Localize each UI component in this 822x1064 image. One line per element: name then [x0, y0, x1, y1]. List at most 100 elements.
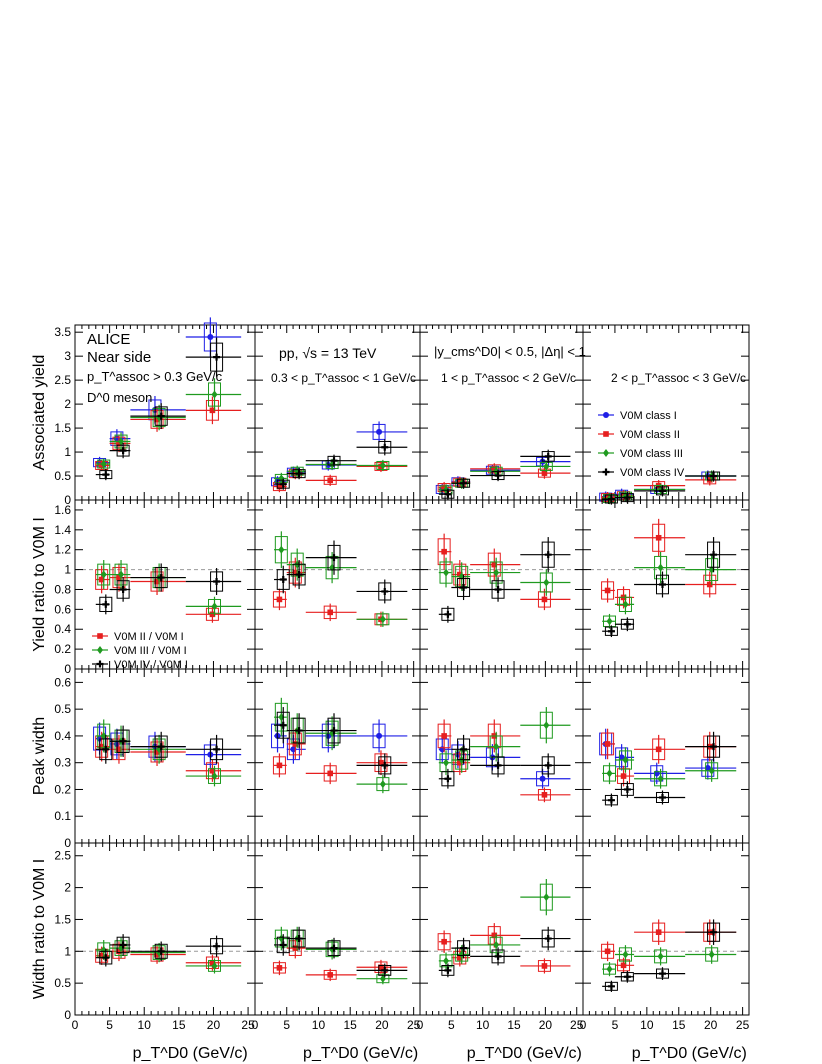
legend-marker [603, 449, 609, 457]
data-point [209, 611, 216, 618]
data-point [607, 627, 615, 635]
data-point [704, 765, 711, 772]
data-point [710, 551, 718, 559]
data-point [154, 749, 160, 755]
panel-r1-c2 [254, 324, 421, 501]
data-point [157, 574, 165, 582]
legend-marker [96, 660, 104, 668]
data-point [658, 487, 666, 495]
data-point [607, 796, 615, 804]
data-point [116, 440, 122, 447]
data-point [541, 963, 548, 969]
data-point [295, 571, 303, 579]
y-tick-label: 2 [64, 397, 71, 411]
data-point [98, 952, 105, 959]
data-point [544, 551, 552, 559]
data-point [378, 964, 384, 971]
data-point [460, 583, 468, 591]
annotation-assoc-range-p2: 0.3 < p_T^assoc < 1 GeV/c [271, 371, 416, 385]
data-point [213, 578, 221, 586]
data-point [657, 952, 664, 961]
x-tick-label: 20 [207, 1018, 221, 1032]
legend-yield: V0M class I V0M class II V0M class III V0M … [598, 410, 685, 479]
data-point [655, 746, 662, 753]
data-point [118, 570, 125, 579]
data-point [655, 929, 662, 935]
data-point [100, 460, 107, 469]
annotation-near-side: Near side [87, 349, 151, 366]
y-tick-label: 1 [64, 944, 71, 958]
data-point [211, 961, 218, 970]
x-tick-label: 5 [106, 1018, 113, 1032]
annotation-assoc-range-p3: 1 < p_T^assoc < 2 GeV/c [441, 371, 576, 385]
data-point [443, 568, 450, 577]
data-point [607, 982, 615, 990]
series-1 [95, 941, 242, 971]
data-point [157, 947, 165, 955]
data-point [543, 578, 550, 587]
data-point [543, 721, 550, 730]
data-point [209, 959, 216, 966]
data-point [276, 483, 283, 490]
data-point [292, 569, 299, 576]
panel-r3-c3 [419, 668, 584, 844]
data-point [119, 447, 127, 455]
data-point [116, 574, 122, 581]
data-point [379, 461, 386, 470]
data-point [623, 785, 631, 793]
data-point [119, 585, 127, 593]
data-point [444, 775, 452, 783]
data-point [539, 775, 546, 782]
data-point [381, 966, 389, 974]
data-point [211, 390, 218, 399]
x-tick-label: 20 [375, 1018, 389, 1032]
data-point [441, 733, 447, 739]
x-tick-label: 10 [138, 1018, 152, 1032]
x-tick-label: 10 [640, 1018, 654, 1032]
data-point [460, 745, 468, 753]
data-point [441, 938, 447, 945]
data-point [541, 792, 548, 798]
y-tick-label: 2 [64, 881, 71, 895]
data-point [292, 945, 299, 951]
y-tick-label: 1.2 [54, 543, 71, 557]
panel-frame [74, 842, 256, 1016]
panel-r4-c3: 0 5 10 15 20 25 [417, 842, 584, 1032]
data-point [441, 484, 447, 491]
data-point [658, 970, 666, 978]
x-tick-label: 25 [407, 1018, 421, 1032]
series-1 [601, 518, 737, 609]
data-point [213, 353, 221, 361]
data-point [98, 462, 105, 469]
data-point [544, 761, 552, 769]
data-point [618, 754, 625, 761]
y-tick-label: 0.8 [54, 582, 71, 596]
data-point [604, 587, 611, 594]
data-point [494, 472, 502, 480]
legend-label: V0M class II [620, 429, 680, 441]
data-point [606, 769, 613, 778]
data-point [494, 761, 502, 769]
annotation-energy: pp, √s = 13 TeV [279, 345, 377, 361]
panel-r3-c1: 0 0.1 0.2 0.3 0.4 0.5 0.6 [54, 668, 256, 850]
annotation-d0-meson: D^0 meson [87, 390, 152, 405]
data-point [457, 954, 463, 961]
data-point [710, 928, 718, 936]
data-point [379, 780, 386, 789]
x-axis-title-col-3: p_T^D0 (GeV/c) [467, 1045, 582, 1062]
x-tick-label: 0 [252, 1018, 259, 1032]
y-axis-title-row-2: Yield ratio to V0M I [31, 517, 48, 652]
series-3 [438, 926, 571, 978]
x-tick-label: 0 [72, 1018, 79, 1032]
data-point [276, 596, 283, 603]
data-point [543, 462, 550, 471]
data-point [604, 948, 611, 955]
data-point [493, 940, 500, 949]
series-3 [95, 378, 242, 470]
data-point [102, 471, 110, 479]
series-4 [95, 725, 242, 764]
panel-r3-c4 [582, 668, 750, 844]
data-point [292, 741, 299, 747]
series-3 [95, 563, 242, 615]
x-tick-label: 20 [704, 1018, 718, 1032]
